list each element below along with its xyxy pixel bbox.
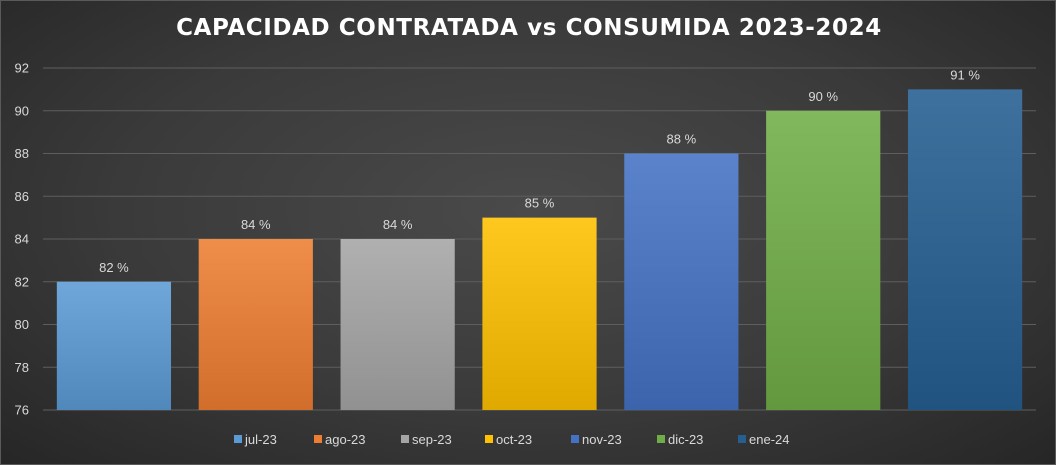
bar-ene-24 [907,89,1023,410]
legend-label: dic-23 [668,432,703,447]
bar-ago-23 [198,239,313,410]
y-tick-label: 82 [15,274,29,289]
y-tick-label: 78 [15,360,29,375]
bar-sep-23 [340,239,455,410]
data-label: 84 % [383,217,413,232]
legend-label: sep-23 [412,432,452,447]
data-label: 85 % [525,196,555,211]
y-tick-label: 90 [15,103,29,118]
legend-label: ene-24 [749,432,789,447]
data-label: 88 % [667,132,697,147]
y-tick-label: 84 [15,232,29,247]
y-tick-label: 80 [15,317,29,332]
legend: jul-23 ago-23 sep-23 oct-23 nov-23 dic-23 ene-… [234,432,789,447]
legend-swatch [314,435,322,443]
bar-dic-23 [766,110,881,410]
legend-label: jul-23 [244,432,277,447]
bar-nov-23 [624,153,739,410]
data-label: 91 % [950,67,980,82]
legend-swatch [738,435,746,443]
bars: 82 % 84 % 84 % 85 % 88 % 90 % 91 % [56,67,1023,410]
legend-label: ago-23 [325,432,365,447]
legend-label: oct-23 [496,432,532,447]
legend-label: nov-23 [582,432,622,447]
data-label: 90 % [808,89,838,104]
chart-title: CAPACIDAD CONTRATADA vs CONSUMIDA 2023-2… [176,15,882,41]
y-tick-label: 76 [15,403,29,418]
legend-swatch [485,435,493,443]
legend-swatch [401,435,409,443]
bar-oct-23 [482,217,597,410]
legend-swatch [571,435,579,443]
data-label: 82 % [99,260,129,275]
y-tick-label: 92 [15,61,29,76]
data-label: 84 % [241,217,271,232]
y-tick-label: 88 [15,146,29,161]
y-tick-label: 86 [15,189,29,204]
legend-swatch [234,435,242,443]
legend-swatch [657,435,665,443]
bar-jul-23 [56,281,172,410]
